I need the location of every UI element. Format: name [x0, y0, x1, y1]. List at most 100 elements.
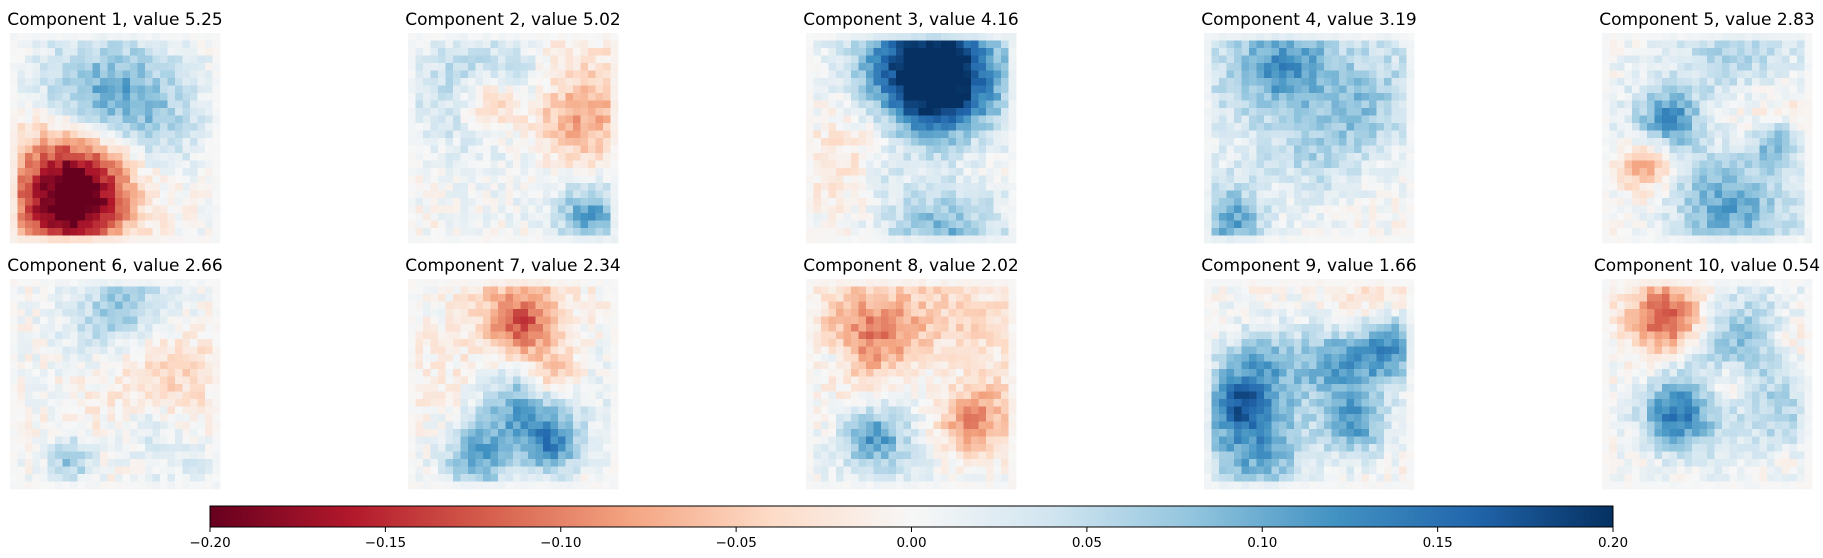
- heatmap-cell: [468, 55, 476, 64]
- heatmap-cell: [55, 190, 63, 199]
- heatmap-cell: [580, 48, 589, 56]
- heatmap-cell: [145, 474, 153, 482]
- heatmap-cell: [963, 213, 972, 221]
- panel-title: Component 6, value 2.66: [7, 256, 222, 276]
- heatmap-cell: [62, 361, 71, 370]
- heatmap-cell: [1782, 168, 1790, 176]
- heatmap-cell: [453, 63, 461, 71]
- heatmap-cell: [911, 168, 919, 176]
- heatmap-cell: [986, 138, 994, 146]
- heatmap-cell: [550, 183, 559, 191]
- heatmap-cell: [460, 183, 469, 191]
- heatmap-cell: [881, 55, 889, 64]
- heatmap-cell: [1211, 123, 1220, 131]
- heatmap-cell: [528, 100, 536, 109]
- heatmap-cell: [85, 286, 93, 295]
- heatmap-cell: [55, 93, 63, 101]
- heatmap-cell: [122, 421, 131, 430]
- heatmap-cell: [1729, 138, 1738, 146]
- heatmap-cell: [558, 63, 566, 71]
- heatmap-cell: [595, 168, 604, 176]
- heatmap-cell: [1639, 130, 1648, 139]
- heatmap-cell: [1234, 220, 1242, 229]
- heatmap-cell: [1264, 175, 1272, 184]
- heatmap-cell: [62, 48, 71, 56]
- heatmap-cell: [535, 228, 544, 236]
- heatmap-cell: [490, 331, 499, 340]
- heatmap-cell: [85, 399, 93, 407]
- heatmap-cell: [1632, 40, 1640, 49]
- heatmap-cell: [1707, 190, 1715, 199]
- heatmap-cell: [100, 481, 108, 490]
- heatmap-cell: [197, 160, 206, 169]
- heatmap-cell: [1406, 40, 1415, 49]
- heatmap-cell: [92, 376, 101, 385]
- heatmap-cell: [190, 168, 198, 176]
- component-panel: Component 6, value 2.66: [7, 256, 223, 490]
- heatmap-cell: [1264, 100, 1272, 109]
- heatmap-cell: [948, 85, 957, 94]
- heatmap-cell: [145, 70, 153, 79]
- heatmap-cell: [1722, 145, 1730, 154]
- heatmap-cell: [1669, 130, 1678, 139]
- heatmap-cell: [445, 108, 454, 116]
- heatmap-cell: [145, 55, 153, 64]
- heatmap-cell: [595, 145, 604, 154]
- heatmap-cell: [438, 145, 446, 154]
- heatmap-cell: [40, 316, 48, 325]
- heatmap-cell: [888, 123, 897, 131]
- heatmap-cell: [543, 160, 551, 169]
- heatmap-cell: [1008, 70, 1017, 79]
- heatmap-cell: [1714, 220, 1723, 229]
- heatmap-cell: [963, 85, 972, 94]
- heatmap-cell: [1301, 40, 1310, 49]
- heatmap-cell: [475, 153, 484, 161]
- heatmap-cell: [535, 331, 544, 340]
- heatmap-cell: [1744, 100, 1753, 109]
- heatmap-cell: [468, 100, 476, 109]
- heatmap-cell: [1639, 138, 1648, 146]
- heatmap-cell: [107, 123, 116, 131]
- heatmap-cell: [806, 115, 814, 124]
- heatmap-cell: [10, 55, 18, 64]
- heatmap-cell: [866, 220, 874, 229]
- heatmap-cell: [888, 235, 897, 244]
- heatmap-cell: [813, 100, 822, 109]
- heatmap-cell: [1241, 160, 1250, 169]
- heatmap-cell: [115, 213, 123, 221]
- heatmap-cell: [77, 108, 86, 116]
- heatmap-cell: [971, 93, 979, 101]
- heatmap-cell: [1369, 213, 1377, 221]
- heatmap-cell: [926, 33, 934, 41]
- heatmap-cell: [1294, 115, 1302, 124]
- heatmap-cell: [175, 316, 183, 325]
- heatmap-cell: [1234, 190, 1242, 199]
- heatmap-cell: [415, 70, 424, 79]
- heatmap-cell: [468, 279, 476, 287]
- heatmap-cell: [806, 228, 814, 236]
- heatmap-cell: [1729, 40, 1738, 49]
- heatmap-cell: [182, 33, 191, 41]
- heatmap-cell: [1376, 130, 1385, 139]
- heatmap-cell: [107, 286, 116, 295]
- heatmap-cell: [423, 309, 431, 317]
- heatmap-cell: [167, 429, 176, 437]
- heatmap-cell: [483, 286, 491, 295]
- heatmap-cell: [1346, 55, 1355, 64]
- heatmap-cell: [1669, 78, 1678, 86]
- heatmap-cell: [1286, 160, 1295, 169]
- heatmap-cell: [430, 301, 439, 310]
- heatmap-cell: [1249, 63, 1257, 71]
- heatmap-cell: [918, 213, 927, 221]
- heatmap-cell: [10, 100, 18, 109]
- heatmap-cell: [505, 316, 514, 325]
- heatmap-cell: [963, 33, 972, 41]
- heatmap-cell: [505, 183, 514, 191]
- heatmap-cell: [806, 63, 814, 71]
- heatmap-cell: [85, 168, 93, 176]
- heatmap-cell: [535, 346, 544, 355]
- heatmap-cell: [175, 279, 183, 287]
- heatmap-cell: [1211, 168, 1220, 176]
- heatmap-cell: [205, 205, 213, 214]
- heatmap-cell: [107, 190, 116, 199]
